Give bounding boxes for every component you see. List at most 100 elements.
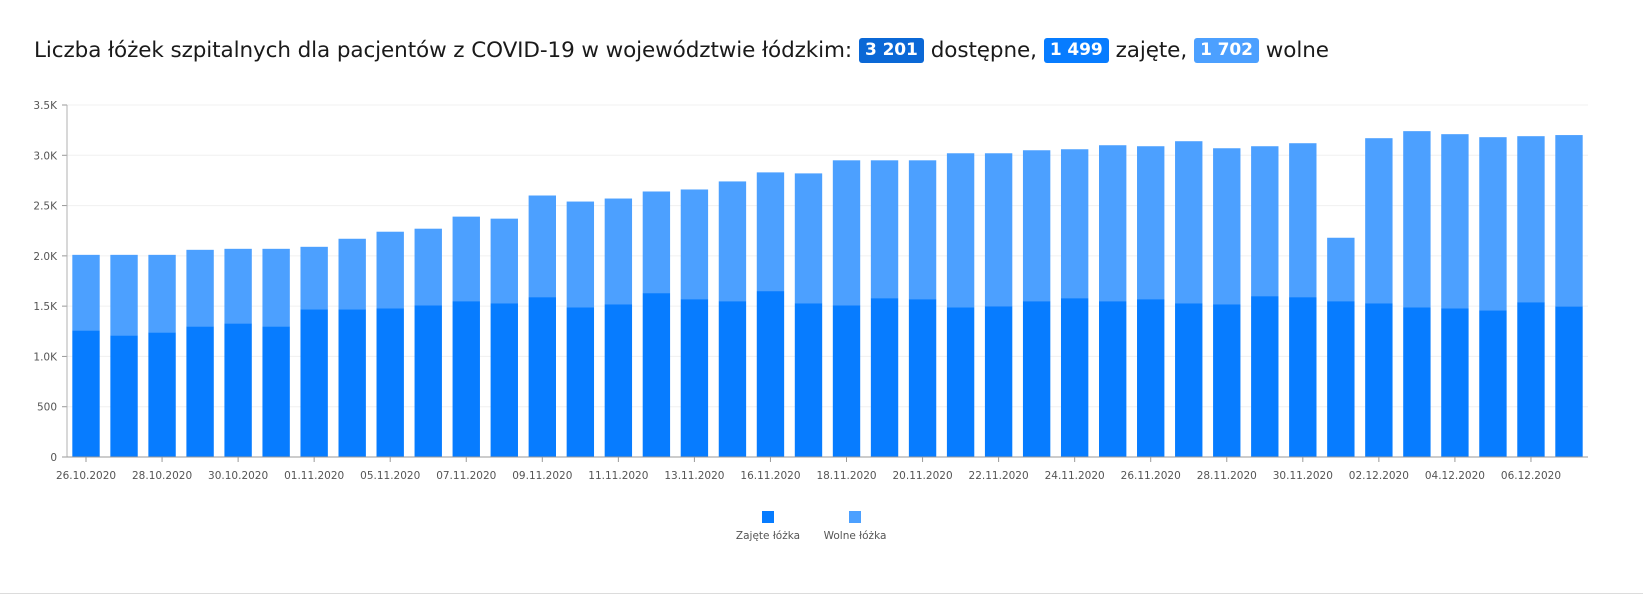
bar-occupied [262, 326, 290, 457]
bar-occupied [642, 293, 671, 457]
bar-free [72, 254, 100, 331]
occupied-beds-label: zajęte, [1115, 37, 1188, 63]
bar-occupied [1403, 307, 1431, 457]
bar-occupied [1175, 303, 1203, 457]
bar-occupied [110, 335, 138, 457]
bar-occupied [490, 303, 518, 457]
bar-occupied [1022, 301, 1051, 457]
beds-stacked-bar-chart: 0 500 1.0K 1.5K 2.0K 2.5K 3.0K 3.5K 26.10.2020 28… [33, 100, 1588, 542]
y-tick-label: 3.0K [33, 150, 58, 162]
bar-occupied [984, 306, 1013, 457]
page-title: Liczba łóżek szpitalnych dla pacjentów z… [34, 34, 1329, 66]
bar-free [110, 254, 138, 336]
bar-free [794, 173, 823, 304]
bar-free [376, 231, 404, 309]
bar-free [262, 248, 290, 327]
available-beds-label: dostępne, [930, 37, 1037, 63]
legend-swatch-occupied [762, 511, 774, 523]
bar-free [1175, 141, 1203, 304]
bar-free [832, 160, 861, 306]
bar-free [680, 189, 709, 300]
bar-occupied [1213, 304, 1241, 457]
x-tick-label: 30.10.2020 [208, 470, 268, 482]
y-tick-label: 2.0K [33, 251, 58, 263]
y-tick-label: 3.5K [33, 100, 58, 112]
occupied-beds-badge: 1 499 [1043, 37, 1109, 63]
x-tick-label: 22.11.2020 [969, 470, 1029, 482]
free-beds-badge: 1 702 [1194, 37, 1259, 63]
bar-free [1365, 138, 1393, 304]
bar-free [1403, 131, 1431, 308]
bar-free [1555, 135, 1583, 307]
available-beds-badge: 3 201 [859, 37, 924, 63]
bar-occupied [1289, 297, 1317, 457]
title-prefix: Liczba łóżek szpitalnych dla pacjentów z… [34, 37, 853, 63]
bar-free [604, 198, 633, 305]
x-tick-label: 02.12.2020 [1349, 470, 1409, 482]
bar-occupied [946, 307, 975, 457]
legend-label-occupied: Zajęte łóżka [736, 530, 800, 542]
x-tick-label: 20.11.2020 [893, 470, 953, 482]
x-tick-label: 13.11.2020 [664, 470, 724, 482]
bar-free [1137, 146, 1165, 300]
bar-occupied [832, 305, 861, 457]
bar-occupied [1137, 299, 1165, 457]
x-tick-label: 28.11.2020 [1197, 470, 1257, 482]
legend-label-free: Wolne łóżka [824, 530, 887, 542]
bar-free [148, 254, 176, 333]
bar-free [186, 249, 214, 327]
bar-occupied [376, 308, 404, 457]
bar-occupied [566, 307, 595, 457]
bar-occupied [604, 304, 633, 457]
bar-occupied [908, 299, 937, 457]
y-tick-label: 0 [50, 452, 57, 464]
free-beds-label: wolne [1265, 37, 1329, 63]
bar-free [1441, 134, 1469, 309]
x-tick-label: 11.11.2020 [588, 470, 648, 482]
bar-occupied [1060, 298, 1089, 457]
y-tick-label: 1.0K [33, 351, 58, 363]
bar-occupied [300, 309, 328, 457]
bar-occupied [1251, 296, 1279, 457]
bar-occupied [680, 299, 709, 457]
x-tick-label: 26.11.2020 [1121, 470, 1181, 482]
bottom-divider [0, 593, 1643, 594]
x-tick-label: 09.11.2020 [512, 470, 572, 482]
bar-free [1517, 136, 1545, 303]
bar-free [908, 160, 937, 300]
bar-free [224, 248, 252, 324]
bar-free [452, 216, 480, 302]
bar-occupied [72, 330, 100, 457]
bar-occupied [338, 309, 366, 457]
x-tick-label: 24.11.2020 [1045, 470, 1105, 482]
y-tick-label: 500 [37, 402, 57, 414]
x-tick-label: 01.11.2020 [284, 470, 344, 482]
bar-free [528, 195, 556, 298]
bar-occupied [186, 326, 214, 457]
bar-free [870, 160, 899, 299]
x-tick-label: 06.12.2020 [1501, 470, 1561, 482]
x-tick-label: 07.11.2020 [436, 470, 496, 482]
bar-occupied [1441, 308, 1469, 457]
bar-occupied [1479, 310, 1507, 457]
bar-free [1479, 137, 1507, 311]
bar-free [642, 191, 671, 294]
bar-free [1289, 143, 1317, 298]
bar-occupied [794, 303, 823, 457]
bar-free [338, 238, 366, 310]
bar-occupied [452, 301, 480, 457]
legend-swatch-free [849, 511, 861, 523]
bar-free [984, 153, 1013, 307]
bar-free [566, 201, 595, 308]
bar-occupied [1365, 303, 1393, 457]
y-tick-label: 2.5K [33, 201, 58, 213]
x-tick-label: 04.12.2020 [1425, 470, 1485, 482]
bar-free [946, 153, 975, 308]
x-tick-label: 30.11.2020 [1273, 470, 1333, 482]
bar-occupied [528, 297, 556, 457]
bar-free [1022, 150, 1051, 302]
bar-occupied [1555, 306, 1583, 457]
x-tick-label: 16.11.2020 [740, 470, 800, 482]
bar-occupied [756, 291, 785, 457]
bar-occupied [1517, 302, 1545, 457]
